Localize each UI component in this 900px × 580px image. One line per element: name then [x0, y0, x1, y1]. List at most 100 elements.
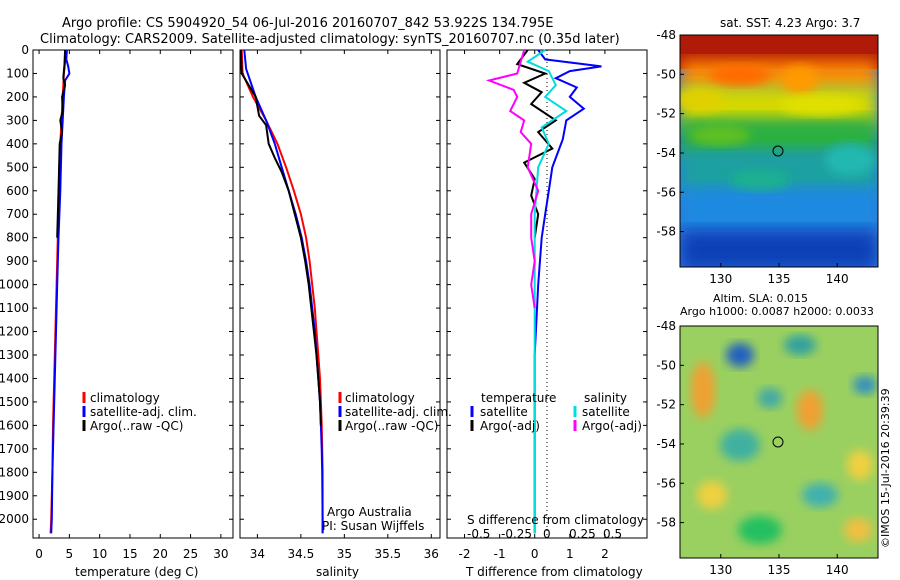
- legend-label-s-argo: Argo(-adj): [582, 419, 642, 433]
- series-line-argo-raw-qc-: [239, 49, 322, 426]
- x-tick-label: 5: [66, 547, 74, 561]
- x-tick-label: 34: [250, 547, 265, 561]
- map-y-tick-label: -48: [656, 319, 676, 333]
- y-tick-label: 1300: [0, 348, 29, 362]
- x-tick-label: 30: [213, 547, 228, 561]
- temperature-axes-frame: [32, 49, 234, 539]
- map-x-tick-label: 140: [826, 563, 849, 577]
- y-tick-label: 1500: [0, 395, 29, 409]
- map-y-tick-label: -56: [656, 476, 676, 490]
- y-tick-label: 2000: [0, 512, 29, 526]
- legend-label-satellite-adj: satellite-adj. clim.: [90, 405, 197, 419]
- x-tick-label: 0: [531, 547, 539, 561]
- x-tick-label: -2: [459, 547, 471, 561]
- y-tick-label: 1600: [0, 418, 29, 432]
- legend-title-temperature: temperature: [481, 391, 556, 405]
- series-line-satellite: [533, 49, 602, 534]
- y-tick-label: 100: [6, 66, 29, 80]
- map-y-tick-label: -50: [656, 358, 676, 372]
- legend-label-s-satellite: satellite: [582, 405, 630, 419]
- difference-xlabel-top: S difference from climatology: [467, 513, 644, 527]
- x-tick-label: -1: [494, 547, 506, 561]
- y-tick-label: 1000: [0, 278, 29, 292]
- sla-map-title-1: Altim. SLA: 0.015: [713, 292, 808, 305]
- y-tick-label: 1200: [0, 325, 29, 339]
- x-tick-label: 35: [337, 547, 352, 561]
- sla-map-panel: Altim. SLA: 0.015 Argo h1000: 0.0087 h20…: [656, 292, 879, 577]
- y-tick-label: 1100: [0, 301, 29, 315]
- salinity-xlabel: salinity: [316, 565, 359, 579]
- map-y-tick-label: -54: [656, 437, 676, 451]
- series-line-satellite-adj-clim-: [243, 49, 324, 534]
- series-line-argo-adj-: [485, 49, 540, 309]
- y-tick-label: 800: [6, 231, 29, 245]
- map-y-tick-label: -52: [656, 107, 676, 121]
- annotation-line-1: Argo Australia: [327, 505, 412, 519]
- sla-map-title-2: Argo h1000: 0.0087 h2000: 0.0033: [680, 305, 874, 318]
- y-tick-label: 500: [6, 160, 29, 174]
- legend-label-satellite-adj: satellite-adj. clim.: [345, 405, 452, 419]
- annotation-line-2: PI: Susan Wijffels: [322, 519, 424, 533]
- difference-xlabel: T difference from climatology: [465, 565, 643, 579]
- copyright-footer: ©IMOS 15-Jul-2016 20:39:39: [879, 388, 892, 548]
- temperature-xlabel: temperature (deg C): [75, 565, 198, 579]
- salinity-panel: 34 34.5 35 35.5 36 salinity climatology sate…: [239, 49, 452, 579]
- sla-heatmap: [680, 326, 878, 558]
- y-tick-label: 700: [6, 207, 29, 221]
- map-x-tick-label: 135: [768, 563, 791, 577]
- y-tick-label: 1800: [0, 465, 29, 479]
- y-tick-label: 1400: [0, 371, 29, 385]
- y-tick-label: 900: [6, 254, 29, 268]
- y-tick-label: 400: [6, 137, 29, 151]
- map-y-tick-label: -58: [656, 516, 676, 530]
- series-line-argo-adj-: [515, 49, 558, 238]
- legend-label-t-satellite: satellite: [480, 405, 528, 419]
- s-difference-tick-labels: -0.5 -0.25 0 0.25 0.5: [467, 527, 622, 541]
- x-tick-label: 34.5: [288, 547, 315, 561]
- x-tick-label: 2: [601, 547, 609, 561]
- y-tick-label: 600: [6, 184, 29, 198]
- x-tick-label: 25: [183, 547, 198, 561]
- x-tick-label: 15: [122, 547, 137, 561]
- title-line-1: Argo profile: CS 5904920_54 06-Jul-2016 …: [62, 16, 553, 31]
- map-y-tick-label: -48: [656, 28, 676, 42]
- s-tick-label: 0: [543, 527, 551, 541]
- x-tick-label: 1: [566, 547, 574, 561]
- title-line-2: Climatology: CARS2009. Satellite-adjuste…: [40, 32, 620, 47]
- salinity-axes-frame: [239, 49, 441, 539]
- map-x-tick-label: 140: [826, 272, 849, 286]
- map-y-tick-label: -56: [656, 185, 676, 199]
- map-y-tick-label: -50: [656, 67, 676, 81]
- temperature-panel: 0100200300400500600700800900100011001200…: [0, 43, 234, 579]
- x-tick-label: 10: [92, 547, 107, 561]
- map-y-tick-label: -54: [656, 146, 676, 160]
- y-tick-label: 0: [21, 43, 29, 57]
- legend-label-argo: Argo(..raw -QC): [345, 419, 438, 433]
- argo-float-marker: [772, 145, 784, 157]
- s-tick-label: -0.5: [467, 527, 490, 541]
- map-x-tick-label: 130: [709, 272, 732, 286]
- series-line-satellite-adj-clim-: [50, 49, 71, 534]
- s-tick-label: 0.25: [569, 527, 596, 541]
- map-y-tick-label: -52: [656, 398, 676, 412]
- temperature-legend: climatology satellite-adj. clim. Argo(..…: [82, 391, 197, 433]
- s-tick-label: 0.5: [603, 527, 622, 541]
- x-tick-label: 20: [153, 547, 168, 561]
- x-tick-label: 36: [424, 547, 439, 561]
- legend-label-climatology: climatology: [345, 391, 415, 405]
- map-y-tick-label: -58: [656, 225, 676, 239]
- x-tick-label: 35.5: [374, 547, 401, 561]
- sst-map-panel: sat. SST: 4.23 Argo: 3.7 130 135 140 -48 -50…: [656, 16, 879, 286]
- difference-panel: -2 -1 0 1 2 T difference from climatology S …: [446, 49, 648, 579]
- sst-heatmap: [680, 35, 878, 267]
- s-tick-label: -0.25: [501, 527, 532, 541]
- x-tick-label: 0: [35, 547, 43, 561]
- legend-label-argo: Argo(..raw -QC): [90, 419, 183, 433]
- sst-map-title: sat. SST: 4.23 Argo: 3.7: [720, 16, 860, 30]
- legend-title-salinity: salinity: [584, 391, 627, 405]
- series-line-satellite: [525, 49, 569, 534]
- y-tick-label: 1700: [0, 442, 29, 456]
- map-x-tick-label: 135: [768, 272, 791, 286]
- y-tick-label: 1900: [0, 489, 29, 503]
